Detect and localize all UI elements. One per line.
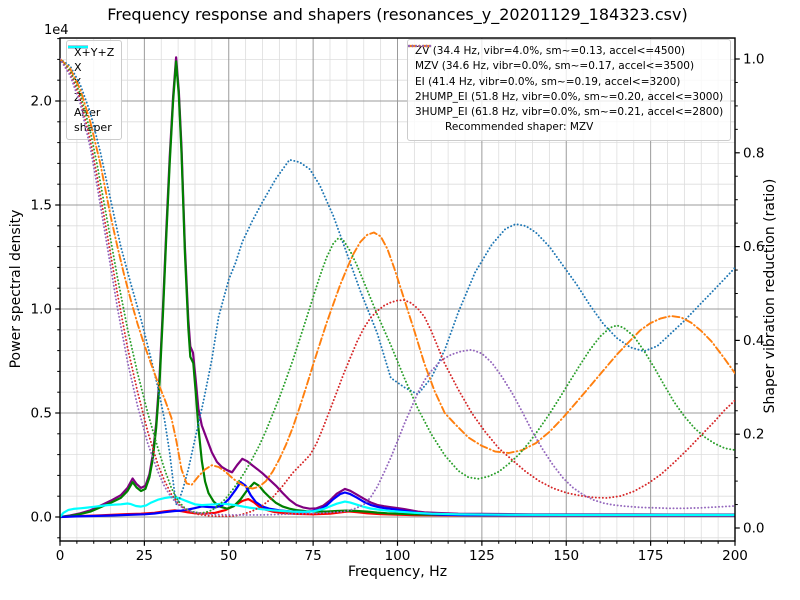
legend-label: After shaper	[74, 106, 112, 134]
x-tick-label: 25	[136, 548, 153, 564]
x-tick-label: 200	[722, 548, 748, 564]
x-tick-label: 125	[469, 548, 495, 564]
legend-label: Y	[74, 76, 81, 89]
y-right-tick-label: 1.0	[743, 52, 764, 68]
x-axis-label: Frequency, Hz	[347, 564, 448, 580]
y-left-tick-label: 1.0	[31, 302, 52, 318]
y-left-tick-label: 0.0	[31, 510, 52, 526]
legend-label: 2HUMP_EI (51.8 Hz, vibr=0.0%, sm~=0.20, …	[415, 90, 724, 103]
legend-label: 3HUMP_EI (61.8 Hz, vibr=0.0%, sm~=0.21, …	[415, 106, 724, 119]
y-left-tick-label: 2.0	[31, 94, 52, 110]
y-right-tick-label: 0.6	[743, 239, 764, 255]
legend-swatch-dotted	[408, 44, 432, 48]
x-tick-label: 100	[385, 548, 411, 564]
y-right-tick-label: 0.8	[743, 145, 764, 161]
y-left-tick-label: 0.5	[31, 406, 52, 422]
x-tick-label: 75	[305, 548, 322, 564]
legend-label: X+Y+Z	[74, 46, 115, 59]
legend-label: MZV (34.6 Hz, vibr=0.0%, sm~=0.17, accel…	[415, 60, 695, 73]
x-tick-label: 150	[553, 548, 579, 564]
legend-swatch-solid	[68, 45, 88, 49]
y-left-tick-label: 1.5	[31, 198, 52, 214]
legend-item: MZV (34.6 Hz, vibr=0.0%, sm~=0.17, accel…	[408, 44, 723, 74]
x-tick-label: 0	[56, 548, 65, 564]
legend-item: Y	[68, 45, 114, 90]
psd-legend: X+Y+Z X Y Z After shaper	[66, 40, 123, 140]
y-right-axis-label: Shaper vibration reduction (ratio)	[762, 178, 778, 414]
legend-item: Recommended shaper: MZV	[415, 120, 723, 135]
legend-label: X	[74, 61, 82, 74]
legend-item: 3HUMP_EI (61.8 Hz, vibr=0.0%, sm~=0.21, …	[408, 44, 724, 120]
x-tick-label: 50	[220, 548, 237, 564]
legend-item: Z	[68, 45, 114, 105]
legend-label: ZV (34.4 Hz, vibr=4.0%, sm~=0.13, accel<…	[415, 45, 685, 57]
y-right-tick-label: 0.4	[743, 333, 764, 349]
y-left-offset-label: 1e4	[44, 23, 69, 38]
legend-item: EI (41.4 Hz, vibr=0.0%, sm~=0.19, accel<…	[408, 44, 723, 90]
legend-label: Z	[74, 91, 82, 104]
ticks: 0 25 50 75 100 125 150 175 200 0.0 0.5 1.0 1.5 2.0 0.0…	[31, 38, 764, 564]
legend-item: ZV (34.4 Hz, vibr=4.0%, sm~=0.13, accel<…	[408, 44, 723, 59]
legend-item: After shaper	[68, 45, 114, 135]
x-tick-label: 175	[638, 548, 664, 564]
chart-title: Frequency response and shapers (resonanc…	[107, 5, 688, 24]
legend-item: X	[68, 45, 114, 75]
legend-label: EI (41.4 Hz, vibr=0.0%, sm~=0.19, accel<…	[415, 75, 681, 88]
legend-item: 2HUMP_EI (51.8 Hz, vibr=0.0%, sm~=0.20, …	[408, 44, 724, 105]
y-right-tick-label: 0.0	[743, 521, 764, 537]
y-right-tick-label: 0.2	[743, 427, 764, 443]
legend-label: Recommended shaper: MZV	[445, 121, 594, 134]
y-left-axis-label: Power spectral density	[8, 209, 24, 369]
shaper-legend: ZV (34.4 Hz, vibr=4.0%, sm~=0.13, accel<…	[407, 39, 732, 141]
